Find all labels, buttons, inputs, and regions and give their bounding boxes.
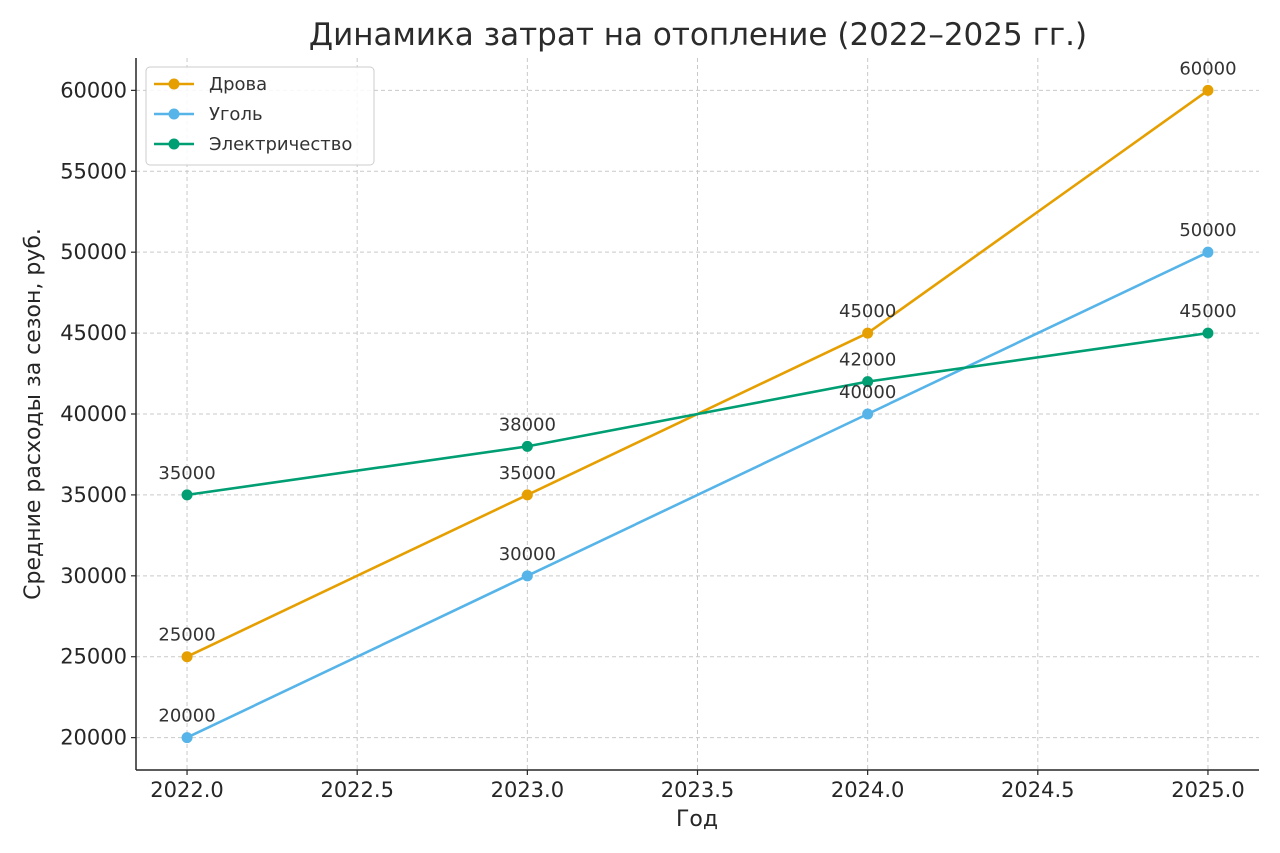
legend-marker <box>168 138 180 150</box>
y-tick-label: 55000 <box>60 159 127 183</box>
legend-marker <box>168 78 180 90</box>
data-labels: 25000 35000 45000 60000 20000 30000 40000 50000… <box>158 58 1236 726</box>
data-point <box>181 732 193 744</box>
y-tick-label: 30000 <box>60 564 127 588</box>
y-tick-label: 20000 <box>60 726 127 750</box>
data-label: 35000 <box>499 463 556 484</box>
x-tick-label: 2023.5 <box>661 778 734 802</box>
y-tick-label: 40000 <box>60 402 127 426</box>
data-label: 45000 <box>839 301 896 322</box>
data-point <box>862 408 874 420</box>
legend-label: Электричество <box>209 134 352 155</box>
data-point <box>862 376 874 388</box>
data-point <box>1202 84 1214 96</box>
tick-labels: 2022.0 2022.5 2023.0 2023.5 2024.0 2024.5 2025… <box>60 78 1245 802</box>
data-label: 20000 <box>158 706 215 727</box>
series-line-2 <box>186 251 1209 739</box>
legend-box <box>145 66 375 166</box>
chart-title: Динамика затрат на отопление (2022–2025 … <box>309 17 1087 53</box>
data-point <box>1202 327 1214 339</box>
data-label: 45000 <box>1179 301 1236 322</box>
legend-marker <box>168 108 180 120</box>
y-axis-label: Средние расходы за сезон, руб. <box>21 228 46 600</box>
data-label: 60000 <box>1179 58 1236 79</box>
x-tick-label: 2022.5 <box>320 778 393 802</box>
legend-label: Дрова <box>209 74 267 95</box>
y-tick-label: 45000 <box>60 321 127 345</box>
legend: Дрова Уголь Электричество <box>145 66 375 166</box>
data-point <box>521 440 533 452</box>
data-label: 35000 <box>158 463 215 484</box>
data-point <box>181 651 193 663</box>
data-label: 30000 <box>499 544 556 565</box>
data-point <box>521 489 533 501</box>
data-label: 40000 <box>839 382 896 403</box>
data-point <box>181 489 193 501</box>
x-axis-label: Год <box>676 807 718 832</box>
y-tick-label: 25000 <box>60 645 127 669</box>
series <box>181 84 1214 744</box>
series-line-3 <box>186 331 1209 497</box>
x-tick-label: 2024.0 <box>831 778 904 802</box>
data-label: 25000 <box>158 625 215 646</box>
data-label: 38000 <box>499 414 556 435</box>
x-tick-label: 2022.0 <box>150 778 223 802</box>
x-tick-label: 2024.5 <box>1001 778 1074 802</box>
y-tick-label: 60000 <box>60 78 127 102</box>
data-label: 42000 <box>839 350 896 371</box>
y-tick-label: 50000 <box>60 240 127 264</box>
x-tick-label: 2025.0 <box>1171 778 1244 802</box>
y-tick-label: 35000 <box>60 483 127 507</box>
data-point <box>1202 246 1214 258</box>
legend-label: Уголь <box>209 104 263 125</box>
data-point <box>521 570 533 582</box>
data-point <box>862 327 874 339</box>
data-label: 50000 <box>1179 220 1236 241</box>
x-tick-label: 2023.0 <box>491 778 564 802</box>
